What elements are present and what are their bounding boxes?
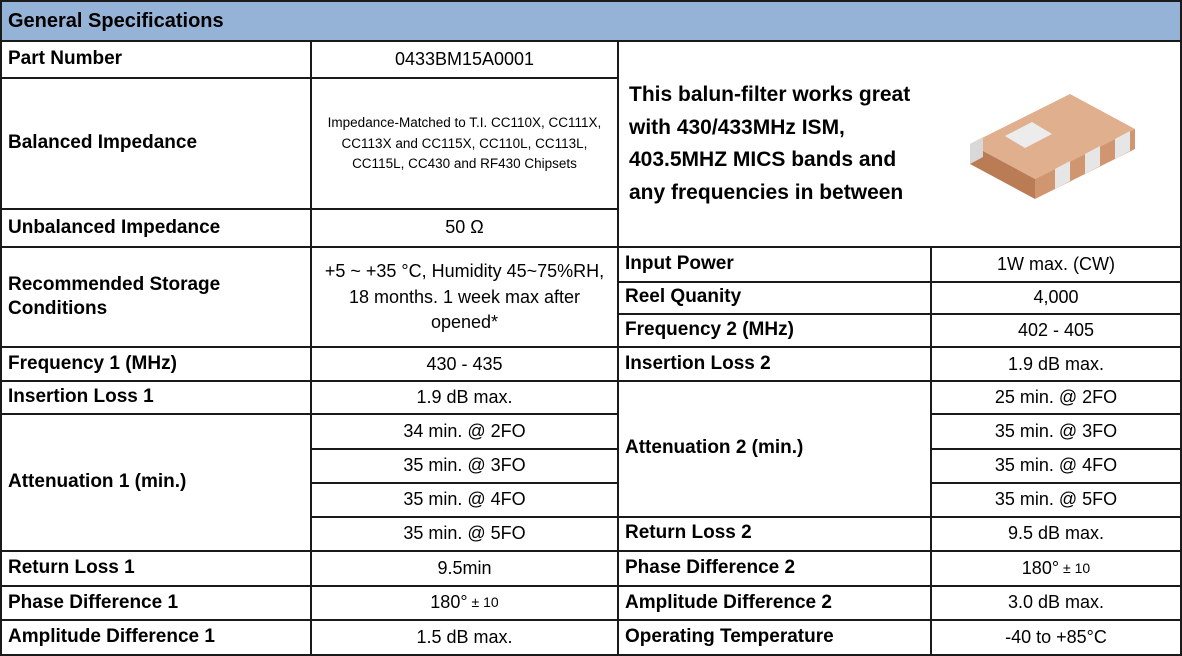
label: Phase Difference 2	[619, 551, 930, 586]
value: 1W max. (CW)	[932, 248, 1180, 281]
label: Return Loss 2	[619, 517, 930, 550]
label: Unbalanced Impedance	[2, 209, 310, 247]
value: 35 min. @ 4FO	[932, 449, 1180, 483]
value-cell: 180° ± 10	[932, 551, 1180, 586]
value: 4,000	[932, 282, 1180, 313]
value: 0433BM15A0001	[312, 42, 617, 78]
table-title: General Specifications	[2, 2, 1180, 41]
label: Amplitude Difference 2	[619, 587, 930, 619]
label: Phase Difference 1	[2, 587, 310, 619]
label: Frequency 2 (MHz)	[619, 314, 930, 347]
label: Recommended Storage Conditions	[2, 248, 310, 347]
value: 35 min. @ 3FO	[932, 415, 1180, 448]
value: 9.5 dB max.	[932, 517, 1180, 550]
value: -40 to +85°C	[932, 620, 1180, 654]
value: 50 Ω	[312, 209, 617, 247]
value: 1.5 dB max.	[312, 620, 617, 654]
value: 35 min. @ 5FO	[312, 517, 617, 550]
label: Insertion Loss 1	[2, 381, 310, 414]
label: Return Loss 1	[2, 551, 310, 586]
value: 402 - 405	[932, 314, 1180, 347]
chip-image	[970, 94, 1135, 200]
value: 25 min. @ 2FO	[932, 381, 1180, 414]
value: 34 min. @ 2FO	[312, 415, 617, 448]
label: Part Number	[2, 42, 310, 78]
note-cell: This balun-filter works great with 430/4…	[619, 42, 1180, 247]
value: Impedance-Matched to T.I. CC110X, CC111X…	[312, 79, 617, 208]
value: 35 min. @ 5FO	[932, 484, 1180, 516]
value-cell: 180° ± 10	[312, 587, 617, 619]
value: 180°	[1021, 557, 1060, 578]
value: 3.0 dB max.	[932, 587, 1180, 619]
tolerance: ± 10	[471, 594, 499, 611]
label: Insertion Loss 2	[619, 348, 930, 380]
label: Reel Quanity	[619, 282, 930, 313]
label: Amplitude Difference 1	[2, 620, 310, 654]
label: Attenuation 1 (min.)	[2, 415, 310, 550]
label: Attenuation 2 (min.)	[619, 381, 930, 516]
value: 1.9 dB max.	[312, 381, 617, 414]
value: 35 min. @ 4FO	[312, 484, 617, 516]
label: Input Power	[619, 248, 930, 281]
value: 430 - 435	[312, 348, 617, 380]
value: 1.9 dB max.	[932, 348, 1180, 380]
label: Frequency 1 (MHz)	[2, 348, 310, 380]
value: +5 ~ +35 °C, Humidity 45~75%RH, 18 month…	[312, 248, 617, 347]
value: 180°	[430, 592, 468, 613]
label: Operating Temperature	[619, 620, 930, 654]
label: Balanced Impedance	[2, 79, 310, 208]
value: 9.5min	[312, 551, 617, 586]
note: This balun-filter works great with 430/4…	[629, 83, 911, 204]
tolerance: ± 10	[1063, 559, 1091, 576]
value: 35 min. @ 3FO	[312, 449, 617, 483]
